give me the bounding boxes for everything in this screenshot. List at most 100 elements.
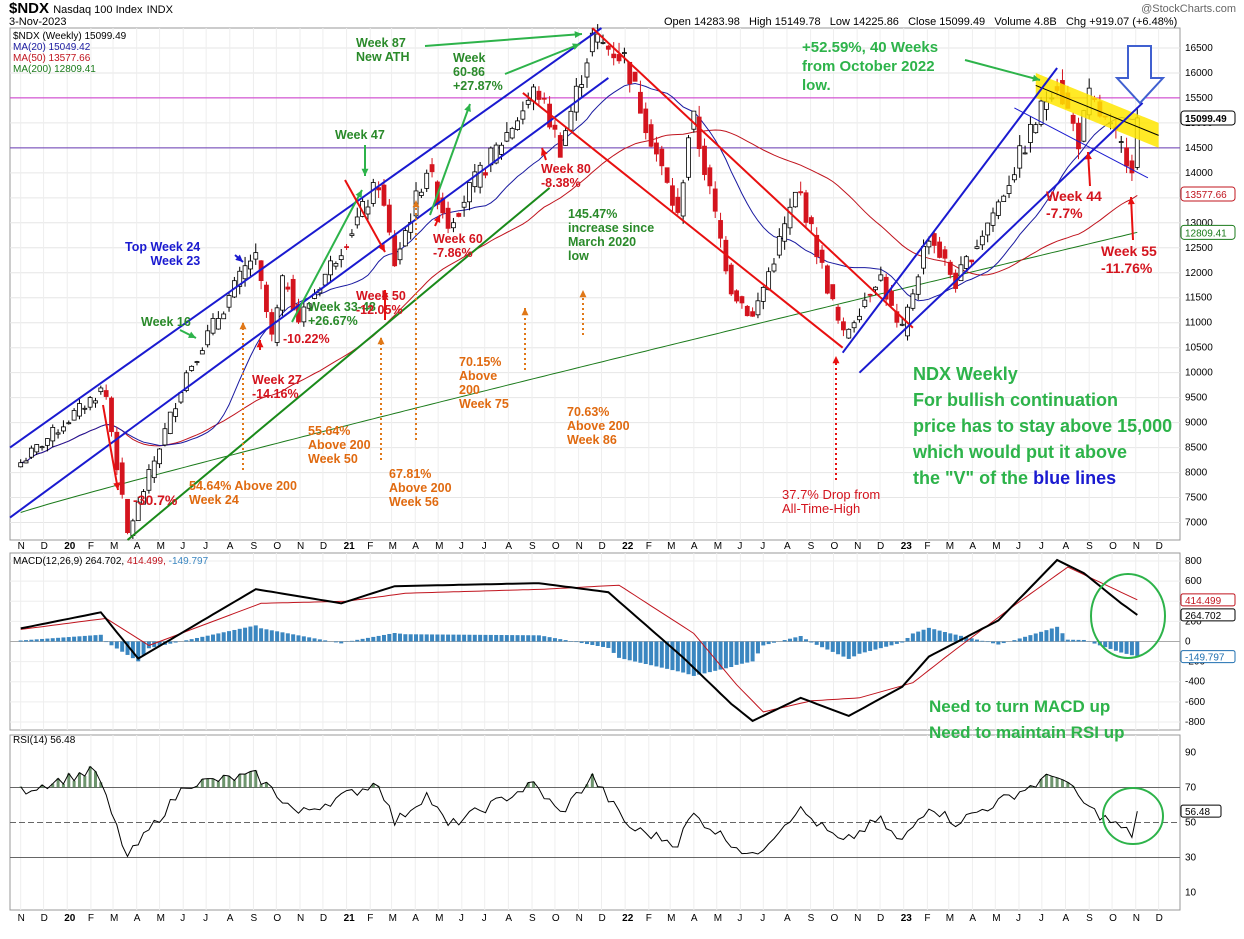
candle-body <box>862 299 868 307</box>
macd-histogram-bar <box>771 641 776 643</box>
macd-histogram-bar <box>873 641 878 650</box>
x-tick-label: F <box>367 541 373 552</box>
macd-histogram-bar <box>360 638 365 642</box>
macd-histogram-bar <box>643 641 648 664</box>
macd-histogram-bar <box>424 634 429 642</box>
candle-body <box>210 318 216 334</box>
candle-body <box>461 201 467 208</box>
exchange: INDX <box>146 4 173 16</box>
candle-body <box>338 255 344 261</box>
annotation-macd-note: Need to turn MACD up Need to maintain RS… <box>929 697 1125 742</box>
annotation-ndx-weekly: NDX Weekly For bullish continuation pric… <box>913 364 1173 488</box>
price-tick-label: 13000 <box>1185 218 1213 229</box>
x-tick-label: J <box>1016 541 1021 552</box>
annotation-week16: Week 16 <box>141 315 191 329</box>
macd-histogram-bar <box>798 636 803 642</box>
candle-body <box>670 185 675 206</box>
candle-body <box>82 407 88 410</box>
macd-histogram-bar <box>510 635 515 642</box>
candle-body <box>942 249 948 259</box>
resistance-trendline <box>1035 84 1159 136</box>
macd-histogram-bar <box>56 637 61 642</box>
candle-body <box>963 256 969 269</box>
macd-histogram-bar <box>243 627 248 642</box>
macd-histogram-bar <box>584 641 589 645</box>
price-tick-label: 7500 <box>1185 493 1208 504</box>
macd-histogram-bar <box>72 636 77 642</box>
macd-tick-label: 0 <box>1185 637 1191 648</box>
price-tick-label: 12500 <box>1185 243 1213 254</box>
macd-histogram-bar <box>884 641 889 647</box>
macd-histogram-bar <box>515 635 520 642</box>
macd-histogram-bar <box>349 640 354 642</box>
candle-body <box>776 236 782 256</box>
candle-body <box>402 230 408 247</box>
macd-histogram-bar <box>723 641 728 669</box>
macd-histogram-bar <box>130 641 135 659</box>
candle-body <box>995 201 1001 216</box>
candle-body <box>798 191 804 194</box>
annotation-drop-covid: -30.7% <box>133 492 178 508</box>
x-tick-label: S <box>529 541 536 552</box>
x-tick-label: J <box>482 541 487 552</box>
candle-body <box>712 188 718 212</box>
ma200-badge-box <box>1180 224 1236 240</box>
legend-ma50: MA(50) 13577.66 <box>13 53 91 64</box>
macd-histogram-bar <box>622 641 627 660</box>
candle-body <box>808 217 814 225</box>
macd-histogram-bar <box>563 640 568 642</box>
macd-histogram-bar <box>408 634 413 642</box>
candle-body <box>151 460 157 479</box>
macd-histogram-bar <box>836 641 841 655</box>
macd-histogram-bar <box>1103 641 1108 648</box>
macd-histogram-bar <box>675 641 680 672</box>
macd-histogram-bar <box>638 641 643 663</box>
annotation-gain-2022: +52.59%, 40 Weeks from October 2022 low. <box>802 39 939 94</box>
macd-histogram-bar <box>1081 639 1086 642</box>
macd-histogram-bar <box>280 632 285 642</box>
candle-body <box>899 323 905 326</box>
arrow-week44-head <box>1084 152 1092 160</box>
macd-histogram-bar <box>1129 641 1134 656</box>
candle-body <box>87 397 93 408</box>
x-tick-label-bottom: O <box>552 913 560 924</box>
macd-histogram-bar <box>606 641 611 648</box>
candle-body <box>93 400 98 404</box>
candle-body <box>274 307 280 343</box>
x-tick-label-bottom: F <box>924 913 930 924</box>
candle-body <box>1038 100 1044 125</box>
macd-histogram-bar <box>1039 631 1044 642</box>
x-tick-label-bottom: F <box>367 913 373 924</box>
macd-histogram-bar <box>980 640 985 642</box>
x-tick-label-bottom: N <box>297 913 304 924</box>
x-tick-label-bottom: 23 <box>901 913 913 924</box>
candle-body <box>135 501 141 522</box>
candle-body <box>349 233 355 236</box>
macd-histogram-bar <box>40 638 45 642</box>
candle-body <box>979 235 985 246</box>
price-tick-label: 9500 <box>1185 393 1208 404</box>
x-tick-label: O <box>1109 541 1117 552</box>
x-tick-label-bottom: M <box>946 913 954 924</box>
candle-body <box>322 273 328 286</box>
x-tick-label: S <box>250 541 257 552</box>
candle-body <box>969 259 975 263</box>
macd-badge-box <box>1180 608 1236 622</box>
macd-tick-label: 800 <box>1185 556 1202 567</box>
ma50-badge-box <box>1180 186 1236 202</box>
macd-histogram-bar <box>462 634 467 642</box>
candle-body <box>883 276 889 300</box>
macd-histogram-bar <box>713 641 718 671</box>
macd-histogram-bar <box>152 641 157 648</box>
price-tick-label: 12000 <box>1185 268 1213 279</box>
x-tick-label-bottom: M <box>389 913 397 924</box>
macd-histogram-bar <box>456 634 461 642</box>
macd-histogram-bar <box>627 641 632 661</box>
candle-body <box>520 110 526 120</box>
candle-body <box>841 321 846 331</box>
macd-histogram-bar <box>718 641 723 670</box>
candle-body <box>248 260 253 270</box>
x-tick-label-bottom: D <box>320 913 327 924</box>
macd-histogram-bar <box>654 641 659 667</box>
price-tick-label: 16000 <box>1185 68 1213 79</box>
